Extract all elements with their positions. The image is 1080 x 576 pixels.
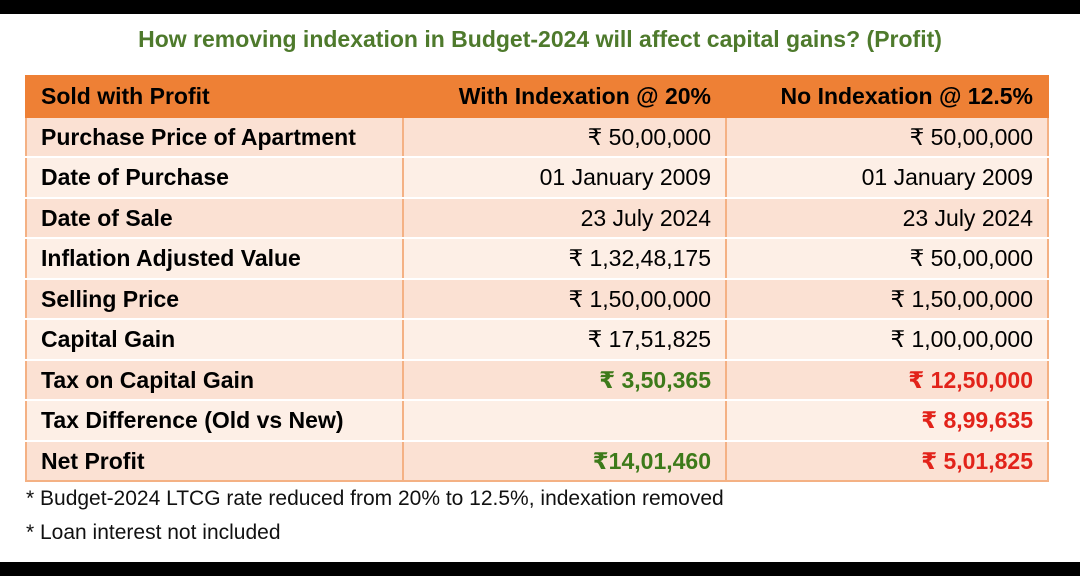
with-indexation-cell: 01 January 2009 — [402, 156, 727, 199]
no-indexation-net-profit-cell: ₹ 5,01,825 — [725, 439, 1049, 482]
table-row: Date of Sale 23 July 2024 23 July 2024 — [25, 196, 1049, 239]
column-header-scenario: Sold with Profit — [25, 75, 404, 118]
with-indexation-cell: ₹ 1,50,00,000 — [402, 277, 727, 320]
table-row: Tax on Capital Gain ₹ 3,50,365 ₹ 12,50,0… — [25, 358, 1049, 401]
with-indexation-cell: ₹ 50,00,000 — [402, 115, 727, 158]
no-indexation-cell: ₹ 50,00,000 — [725, 237, 1049, 280]
row-label: Date of Sale — [25, 196, 404, 239]
row-label: Date of Purchase — [25, 156, 404, 199]
row-label: Inflation Adjusted Value — [25, 237, 404, 280]
table-row: Capital Gain ₹ 17,51,825 ₹ 1,00,00,000 — [25, 318, 1049, 361]
table-row: Inflation Adjusted Value ₹ 1,32,48,175 ₹… — [25, 237, 1049, 280]
no-indexation-tax-cell: ₹ 12,50,000 — [725, 358, 1049, 401]
with-indexation-cell: ₹ 17,51,825 — [402, 318, 727, 361]
table-row: Net Profit ₹14,01,460 ₹ 5,01,825 — [25, 439, 1049, 482]
row-label: Tax on Capital Gain — [25, 358, 404, 401]
infographic-sheet: How removing indexation in Budget-2024 w… — [0, 14, 1080, 562]
with-indexation-net-profit-cell: ₹14,01,460 — [402, 439, 727, 482]
page-title: How removing indexation in Budget-2024 w… — [138, 26, 942, 52]
with-indexation-cell: 23 July 2024 — [402, 196, 727, 239]
row-label: Selling Price — [25, 277, 404, 320]
tax-difference-cell: ₹ 8,99,635 — [725, 399, 1049, 442]
capital-gains-table: Sold with Profit With Indexation @ 20% N… — [25, 75, 1049, 482]
no-indexation-cell: 23 July 2024 — [725, 196, 1049, 239]
with-indexation-cell-empty — [402, 399, 727, 442]
no-indexation-cell: ₹ 1,50,00,000 — [725, 277, 1049, 320]
footnotes: * Budget-2024 LTCG rate reduced from 20%… — [26, 482, 724, 550]
table-row: Purchase Price of Apartment ₹ 50,00,000 … — [25, 115, 1049, 158]
table-row: Selling Price ₹ 1,50,00,000 ₹ 1,50,00,00… — [25, 277, 1049, 320]
no-indexation-cell: ₹ 50,00,000 — [725, 115, 1049, 158]
row-label: Tax Difference (Old vs New) — [25, 399, 404, 442]
with-indexation-cell: ₹ 1,32,48,175 — [402, 237, 727, 280]
row-label: Capital Gain — [25, 318, 404, 361]
row-label: Net Profit — [25, 439, 404, 482]
table-row: Date of Purchase 01 January 2009 01 Janu… — [25, 156, 1049, 199]
table-row: Tax Difference (Old vs New) ₹ 8,99,635 — [25, 399, 1049, 442]
no-indexation-cell: ₹ 1,00,00,000 — [725, 318, 1049, 361]
with-indexation-tax-cell: ₹ 3,50,365 — [402, 358, 727, 401]
column-header-with-indexation: With Indexation @ 20% — [402, 75, 727, 118]
footnote: * Loan interest not included — [26, 521, 281, 544]
column-header-no-indexation: No Indexation @ 12.5% — [725, 75, 1049, 118]
footnote: * Budget-2024 LTCG rate reduced from 20%… — [26, 487, 724, 510]
row-label: Purchase Price of Apartment — [25, 115, 404, 158]
no-indexation-cell: 01 January 2009 — [725, 156, 1049, 199]
table-header-row: Sold with Profit With Indexation @ 20% N… — [25, 75, 1049, 118]
